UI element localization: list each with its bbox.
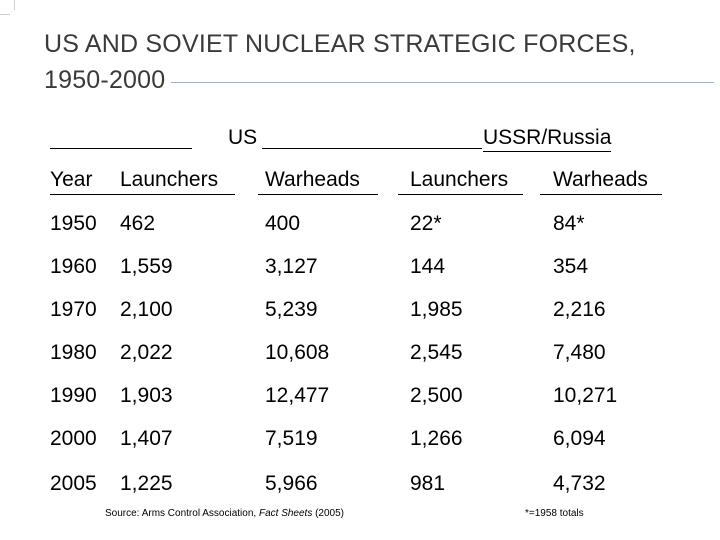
header-us-launchers: Launchers: [120, 168, 219, 191]
cell-ussr-warheads: 6,094: [553, 427, 606, 450]
table-row: 1970 2,100 5,239 1,985 2,216: [0, 298, 720, 328]
table-row: 2000 1,407 7,519 1,266 6,094: [0, 427, 720, 457]
table-row: 1990 1,903 12,477 2,500 10,271: [0, 384, 720, 414]
cell-us-launchers: 2,022: [120, 341, 173, 364]
source-suffix: (2005): [312, 508, 345, 519]
source-prefix: Source: Arms Control Association,: [105, 508, 259, 519]
cell-ussr-warheads: 84*: [553, 212, 585, 235]
ussr-group-underline: [262, 124, 482, 149]
cell-us-launchers: 1,225: [120, 472, 173, 495]
table-row: 1960 1,559 3,127 144 354: [0, 255, 720, 285]
corner-rule-horizontal: [0, 14, 10, 15]
cell-year: 1990: [50, 384, 97, 407]
header-underline-us-launchers: [50, 194, 235, 195]
cell-ussr-launchers: 1,985: [410, 298, 463, 321]
ussr-group-label: USSR/Russia: [483, 126, 612, 152]
cell-ussr-launchers: 144: [410, 255, 446, 278]
cell-year: 1950: [50, 212, 97, 235]
us-group-underline-left: [50, 124, 192, 149]
header-year: Year: [50, 168, 93, 191]
title-underline-rule: [171, 81, 714, 83]
title-line-2-wrap: 1950-2000: [44, 62, 714, 98]
header-us-warheads: Warheads: [265, 168, 360, 191]
cell-ussr-launchers: 981: [410, 472, 446, 495]
column-header-row: Year Launchers Warheads Launchers Warhea…: [0, 166, 720, 196]
table-row: 1980 2,022 10,608 2,545 7,480: [0, 341, 720, 371]
cell-year: 2000: [50, 427, 97, 450]
cell-ussr-launchers: 1,266: [410, 427, 463, 450]
cell-us-launchers: 2,100: [120, 298, 173, 321]
cell-ussr-launchers: 2,500: [410, 384, 463, 407]
header-underline-ussr-launchers: [398, 194, 523, 195]
cell-us-warheads: 7,519: [265, 427, 318, 450]
source-citation: Source: Arms Control Association, Fact S…: [105, 508, 344, 519]
cell-us-warheads: 10,608: [265, 341, 330, 364]
corner-rule-vertical: [14, 0, 15, 10]
cell-ussr-warheads: 4,732: [553, 472, 606, 495]
cell-year: 1980: [50, 341, 97, 364]
cell-ussr-launchers: 22*: [410, 212, 442, 235]
header-underline-ussr-warheads: [540, 194, 662, 195]
cell-ussr-warheads: 10,271: [553, 384, 618, 407]
group-header-row: US USSR/Russia: [0, 124, 720, 154]
slide-title: US AND SOVIET NUCLEAR STRATEGIC FORCES, …: [44, 26, 714, 98]
footnote: *=1958 totals: [525, 508, 584, 519]
cell-us-warheads: 5,966: [265, 472, 318, 495]
us-group-label: US: [228, 126, 258, 149]
table-row: 2005 1,225 5,966 981 4,732: [0, 472, 720, 502]
cell-year: 1960: [50, 255, 97, 278]
cell-ussr-warheads: 2,216: [553, 298, 606, 321]
cell-us-warheads: 400: [265, 212, 301, 235]
header-ussr-warheads: Warheads: [553, 168, 648, 191]
cell-us-launchers: 462: [120, 212, 156, 235]
cell-us-warheads: 5,239: [265, 298, 318, 321]
cell-us-warheads: 3,127: [265, 255, 318, 278]
source-publication: Fact Sheets: [258, 508, 313, 519]
cell-us-launchers: 1,559: [120, 255, 173, 278]
header-ussr-launchers: Launchers: [410, 168, 509, 191]
cell-us-launchers: 1,903: [120, 384, 173, 407]
cell-us-launchers: 1,407: [120, 427, 173, 450]
cell-year: 1970: [50, 298, 97, 321]
cell-ussr-launchers: 2,545: [410, 341, 463, 364]
table-row: 1950 462 400 22* 84*: [0, 212, 720, 242]
cell-ussr-warheads: 7,480: [553, 341, 606, 364]
cell-us-warheads: 12,477: [265, 384, 330, 407]
header-underline-us-warheads: [258, 194, 378, 195]
title-line-1: US AND SOVIET NUCLEAR STRATEGIC FORCES,: [44, 30, 636, 58]
cell-ussr-warheads: 354: [553, 255, 589, 278]
cell-year: 2005: [50, 472, 97, 495]
title-line-2: 1950-2000: [44, 66, 166, 94]
